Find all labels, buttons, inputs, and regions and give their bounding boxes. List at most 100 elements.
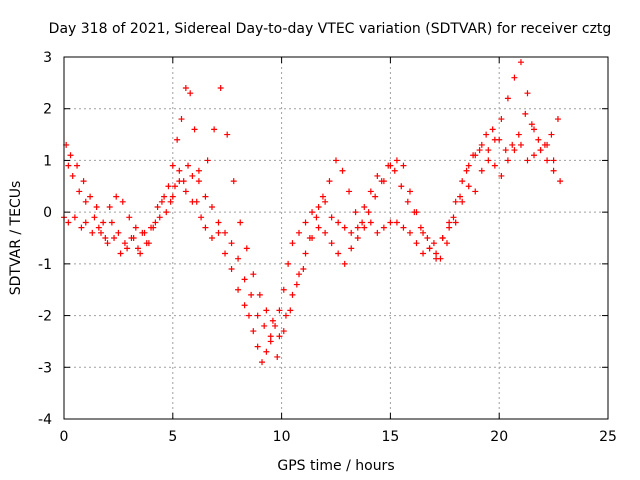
data-point (195, 167, 202, 174)
data-point (100, 219, 107, 226)
data-point (230, 178, 237, 185)
data-point (204, 157, 211, 164)
data-point (87, 193, 94, 200)
data-point (167, 198, 174, 205)
data-point (245, 312, 252, 319)
data-point (498, 116, 505, 123)
data-point (544, 157, 551, 164)
data-point (215, 229, 222, 236)
data-point (217, 85, 224, 92)
data-point (154, 203, 161, 210)
data-point (335, 250, 342, 257)
data-point (400, 162, 407, 169)
data-point (504, 95, 511, 102)
data-point (287, 307, 294, 314)
data-point (387, 219, 394, 226)
data-point (150, 224, 157, 231)
data-point (504, 157, 511, 164)
y-tick-label: 3 (43, 50, 52, 66)
data-point (535, 136, 542, 143)
data-point (328, 240, 335, 247)
data-point (524, 157, 531, 164)
data-point (319, 193, 326, 200)
data-point (272, 322, 279, 329)
data-point (322, 198, 329, 205)
data-point (102, 235, 109, 241)
data-point (243, 245, 250, 252)
series-track-1 (61, 141, 564, 366)
data-point (476, 147, 483, 154)
data-point (472, 188, 479, 195)
data-point (65, 162, 72, 169)
chart-title: Day 318 of 2021, Sidereal Day-to-day VTE… (49, 21, 612, 37)
data-point (289, 291, 296, 298)
data-point (248, 291, 255, 298)
grid-lines (64, 57, 608, 419)
data-point (182, 188, 189, 195)
data-point (189, 172, 196, 179)
data-point (361, 224, 368, 231)
data-point (335, 219, 342, 226)
data-series (61, 59, 564, 366)
data-point (169, 193, 176, 200)
data-point (289, 240, 296, 247)
data-point (267, 338, 274, 345)
data-point (524, 90, 531, 97)
data-point (121, 240, 128, 247)
data-point (254, 343, 261, 350)
data-point (274, 353, 281, 360)
data-point (430, 240, 437, 247)
data-point (250, 271, 257, 278)
data-point (465, 183, 472, 190)
data-point (191, 126, 198, 133)
data-point (69, 172, 76, 179)
data-point (391, 167, 398, 174)
data-point (174, 136, 181, 143)
data-point (97, 229, 104, 236)
data-point (452, 198, 459, 205)
data-point (222, 250, 229, 257)
data-point (171, 183, 178, 190)
data-point (117, 250, 124, 257)
data-point (119, 198, 126, 205)
data-point (163, 209, 170, 216)
data-point (463, 167, 470, 174)
data-point (65, 219, 72, 226)
x-tick-label: 5 (168, 429, 177, 445)
data-point (420, 250, 427, 257)
data-point (557, 178, 564, 185)
data-point (285, 260, 292, 267)
data-point (372, 193, 379, 200)
y-tick-label: 1 (43, 153, 52, 169)
data-point (82, 198, 89, 205)
data-point (554, 116, 561, 123)
data-point (374, 172, 381, 179)
data-point (178, 116, 185, 123)
data-point (406, 188, 413, 195)
data-point (315, 203, 322, 210)
data-point (300, 266, 307, 273)
data-point (189, 198, 196, 205)
data-point (413, 240, 420, 247)
data-point (352, 209, 359, 216)
data-point (263, 348, 270, 355)
data-point (202, 193, 209, 200)
data-point (222, 229, 229, 236)
data-point (195, 178, 202, 185)
data-point (176, 167, 183, 174)
data-point (380, 178, 387, 185)
data-point (315, 224, 322, 231)
data-point (509, 141, 516, 148)
data-point (293, 281, 300, 288)
data-point (124, 245, 131, 252)
data-point (457, 193, 464, 200)
data-point (517, 141, 524, 148)
data-point (550, 157, 557, 164)
data-point (417, 224, 424, 231)
data-point (450, 214, 457, 221)
data-point (420, 229, 427, 236)
data-point (302, 250, 309, 257)
y-tick-label: 2 (43, 102, 52, 118)
data-point (108, 219, 115, 226)
